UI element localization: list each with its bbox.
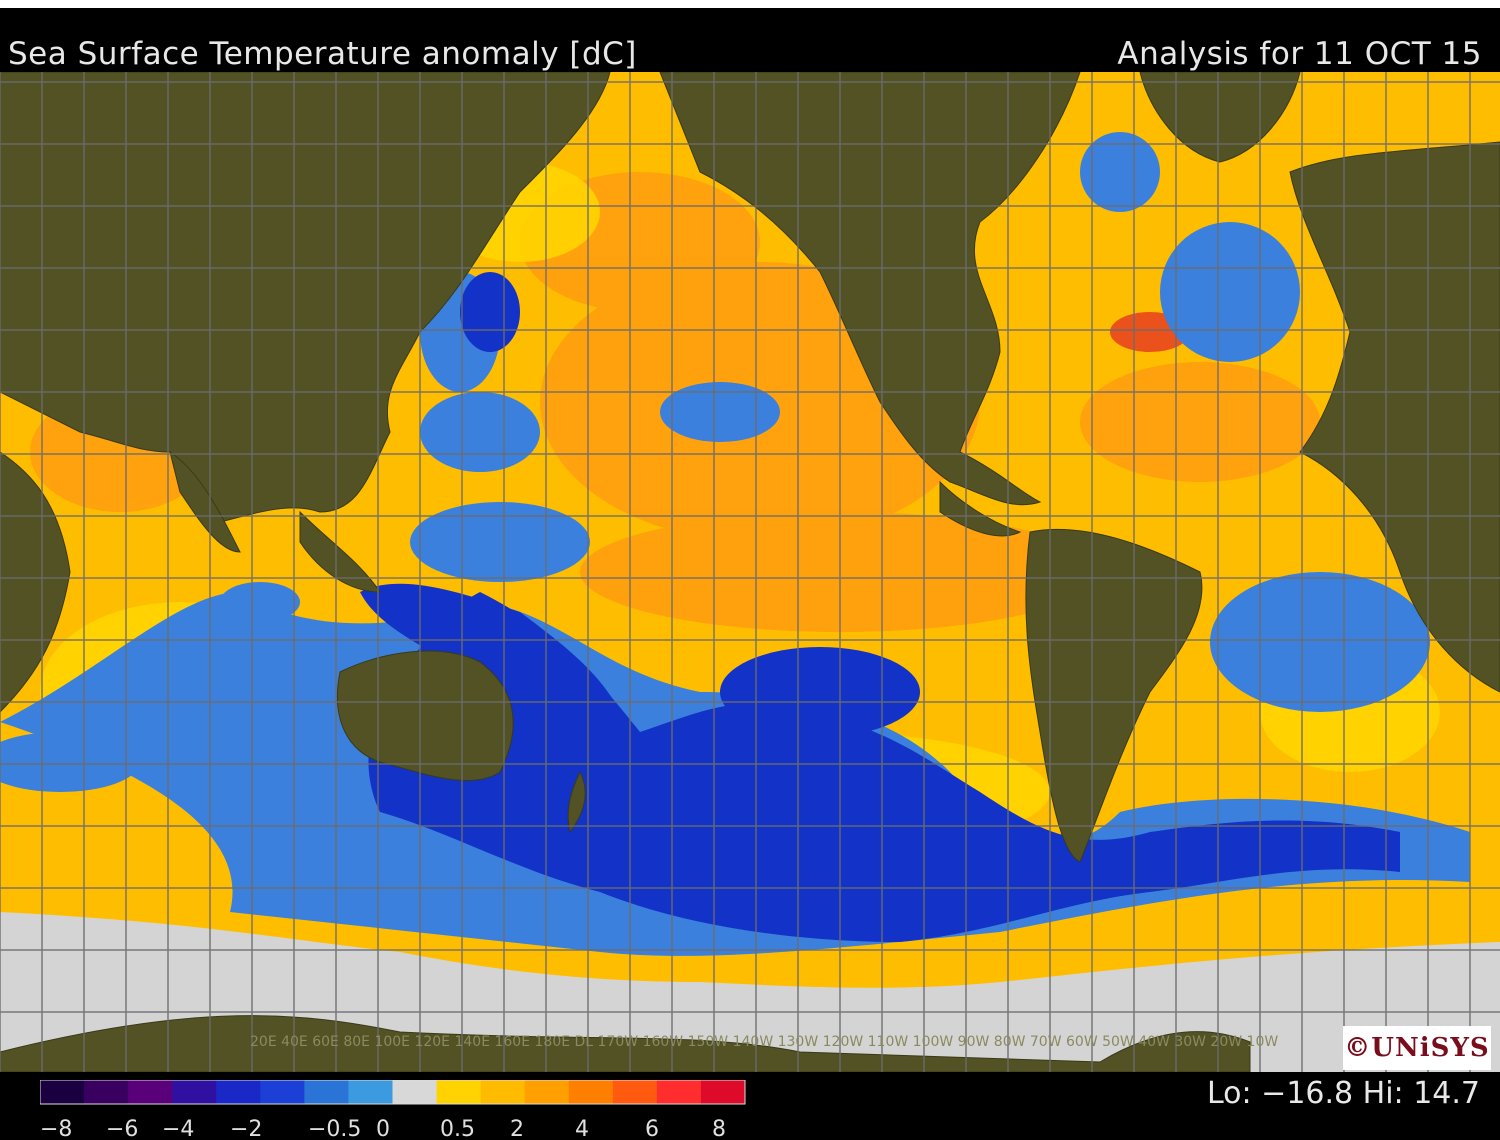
analysis-date: Analysis for 11 OCT 15 [1117,36,1482,72]
colorbar-tick-label: 6 [645,1117,659,1140]
western-pacific-cold [360,583,620,721]
colorbar-tick-label: −6 [106,1117,138,1140]
southeast-asia-land [299,510,381,593]
south-america-land [1025,528,1203,863]
lo-hi-readout: Lo: −16.8 Hi: 14.7 [1207,1076,1480,1111]
colorbar-swatches [40,1080,746,1105]
colorbar-tick-label: 0.5 [440,1117,475,1140]
colorbar-swatch [612,1080,658,1104]
colorbar-tick-label: −8 [40,1117,72,1140]
central-america-land [939,480,1022,537]
colorbar-swatch [436,1080,482,1104]
colorbar-swatch [216,1080,261,1104]
colorbar-swatch [348,1080,393,1104]
colorbar-swatch [700,1080,746,1104]
cool-anomaly-areas [0,132,1430,792]
colorbar-swatch [260,1080,305,1104]
colorbar-swatch [656,1080,702,1104]
colorbar-swatch [40,1080,85,1104]
colorbar-tick-label: 4 [575,1117,589,1140]
colorbar-tick-label: 2 [510,1117,524,1140]
new-zealand-land [567,770,586,834]
north-america-land [659,72,1081,506]
colorbar-tick-label: 0 [376,1117,390,1140]
colorbar-swatch [568,1080,614,1104]
colorbar-outline [40,1080,746,1105]
unisys-logo: ©UNiSYS [1343,1026,1491,1070]
colorbar-swatch [84,1080,129,1104]
colorbar-swatch [392,1080,438,1104]
colorbar-tick-label: −2 [230,1117,262,1140]
map-title: Sea Surface Temperature anomaly [dC] [8,36,637,72]
footer-bar: −8 −6 −4 −2 −0.5 0 0.5 2 4 6 8 Lo: −16.8 Hi: 14.7 [0,1072,1500,1140]
africa-land [0,451,71,713]
longitude-labels: 20E 40E 60E 80E 100E 120E 140E 160E 180E… [250,1034,1278,1050]
europe-africa-land [1289,141,1500,693]
colorbar-swatch [172,1080,217,1104]
header-bar: Sea Surface Temperature anomaly [dC] Ana… [0,0,1500,72]
colorbar-swatch [524,1080,570,1104]
northwest-pacific-cold [460,272,520,352]
colorbar-tick-label: −4 [162,1117,194,1140]
colorbar: −8 −6 −4 −2 −0.5 0 0.5 2 4 6 8 [40,1080,746,1140]
india-land [169,450,241,553]
colorbar-swatch [128,1080,173,1104]
colorbar-tick-label: −0.5 [308,1117,361,1140]
colorbar-swatch [304,1080,349,1104]
australia-land [336,650,514,782]
antarctica-land [0,1015,1251,1072]
colorbar-tick-label: 8 [712,1117,726,1140]
lat-lon-grid [0,72,1500,1072]
sst-anomaly-map: 20E 40E 60E 80E 100E 120E 140E 160E 180E… [0,72,1500,1072]
central-pacific-cold [720,647,920,737]
southern-ocean-cold-band [368,592,1400,942]
colorbar-swatch [480,1080,526,1104]
colorbar-labels: −8 −6 −4 −2 −0.5 0 0.5 2 4 6 8 [40,1117,726,1140]
